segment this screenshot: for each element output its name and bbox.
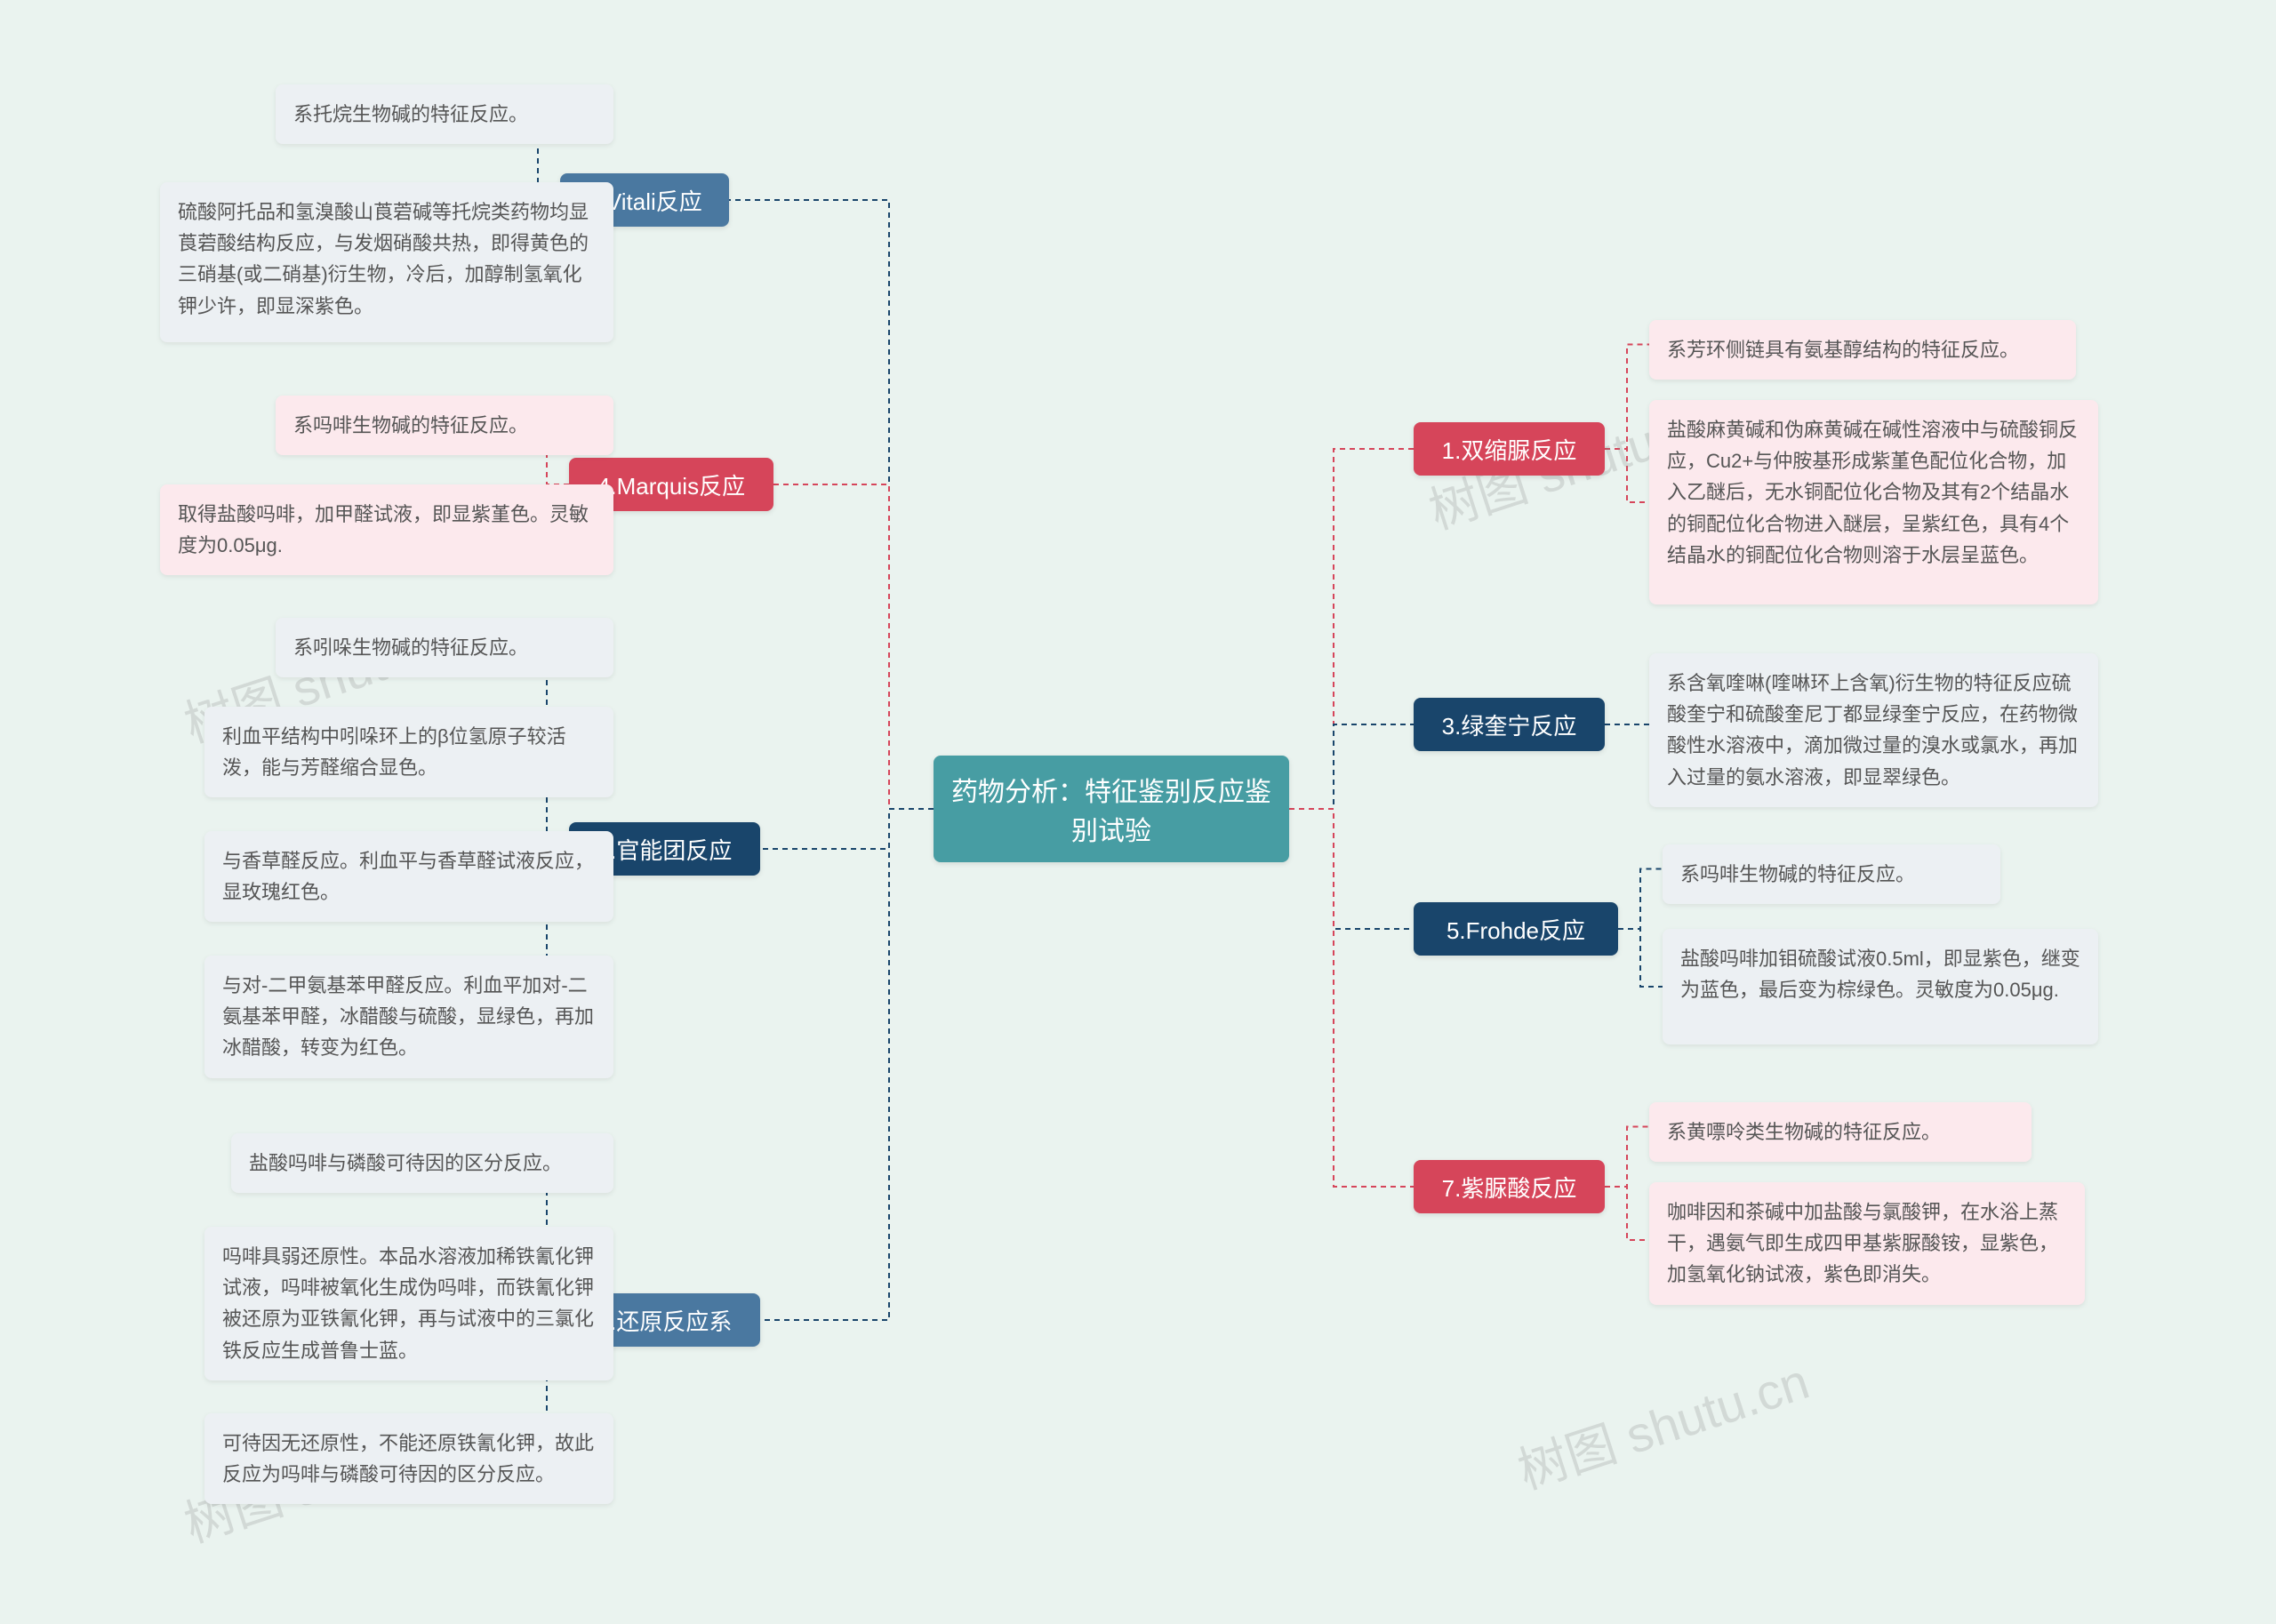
leaf-node[interactable]: 盐酸吗啡与磷酸可待因的区分反应。	[231, 1133, 613, 1193]
leaf-node[interactable]: 咖啡因和茶碱中加盐酸与氯酸钾，在水浴上蒸干，遇氨气即生成四甲基紫脲酸铵，显紫色，…	[1649, 1182, 2085, 1305]
root-node[interactable]: 药物分析：特征鉴别反应鉴别试验	[934, 756, 1289, 862]
leaf-node[interactable]: 盐酸麻黄碱和伪麻黄碱在碱性溶液中与硫酸铜反应，Cu2+与仲胺基形成紫堇色配位化合…	[1649, 400, 2098, 604]
leaf-node[interactable]: 硫酸阿托品和氢溴酸山莨菪碱等托烷类药物均显莨菪酸结构反应，与发烟硝酸共热，即得黄…	[160, 182, 613, 342]
leaf-node[interactable]: 吗啡具弱还原性。本品水溶液加稀铁氰化钾试液，吗啡被氧化生成伪吗啡，而铁氰化钾被还…	[204, 1227, 613, 1380]
leaf-node[interactable]: 与对-二甲氨基苯甲醛反应。利血平加对-二氨基苯甲醛，冰醋酸与硫酸，显绿色，再加冰…	[204, 956, 613, 1078]
leaf-node[interactable]: 系托烷生物碱的特征反应。	[276, 84, 613, 144]
leaf-node[interactable]: 系含氧喹啉(喹啉环上含氧)衍生物的特征反应硫酸奎宁和硫酸奎尼丁都显绿奎宁反应，在…	[1649, 653, 2098, 807]
leaf-node[interactable]: 系吗啡生物碱的特征反应。	[1663, 844, 2000, 904]
leaf-node[interactable]: 利血平结构中吲哚环上的β位氢原子较活泼，能与芳醛缩合显色。	[204, 707, 613, 797]
leaf-node[interactable]: 系芳环侧链具有氨基醇结构的特征反应。	[1649, 320, 2076, 380]
watermark: 树图 shutu.cn	[1508, 1342, 1817, 1504]
leaf-node[interactable]: 取得盐酸吗啡，加甲醛试液，即显紫堇色。灵敏度为0.05μg.	[160, 484, 613, 575]
leaf-node[interactable]: 盐酸吗啡加钼硫酸试液0.5ml，即显紫色，继变为蓝色，最后变为棕绿色。灵敏度为0…	[1663, 929, 2098, 1044]
branch-node[interactable]: 5.Frohde反应	[1414, 902, 1618, 956]
leaf-node[interactable]: 与香草醛反应。利血平与香草醛试液反应，显玫瑰红色。	[204, 831, 613, 922]
leaf-node[interactable]: 系黄嘌呤类生物碱的特征反应。	[1649, 1102, 2032, 1162]
branch-node[interactable]: 7.紫脲酸反应	[1414, 1160, 1605, 1213]
leaf-node[interactable]: 系吗啡生物碱的特征反应。	[276, 396, 613, 455]
branch-node[interactable]: 1.双缩脲反应	[1414, 422, 1605, 476]
branch-node[interactable]: 3.绿奎宁反应	[1414, 698, 1605, 751]
leaf-node[interactable]: 系吲哚生物碱的特征反应。	[276, 618, 613, 677]
leaf-node[interactable]: 可待因无还原性，不能还原铁氰化钾，故此反应为吗啡与磷酸可待因的区分反应。	[204, 1413, 613, 1504]
